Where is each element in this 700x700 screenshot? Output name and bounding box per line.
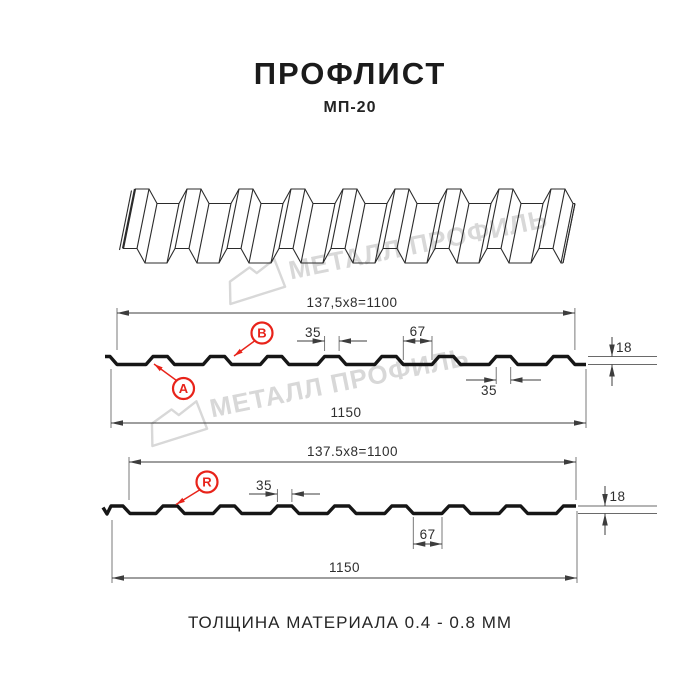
dim-label: 18 — [610, 489, 626, 504]
dim-label: 35 — [305, 325, 321, 340]
dim-label: 35 — [481, 383, 497, 398]
perspective-line — [278, 188, 292, 249]
perspective-line — [330, 188, 344, 249]
perspective-line — [135, 188, 575, 205]
perspective-line — [508, 203, 522, 264]
perspective-line — [478, 203, 492, 264]
dim-width-formula-bottom: 137.5x8=1100 — [128, 444, 577, 500]
perspective-line — [552, 188, 566, 249]
perspective-line — [226, 188, 240, 249]
profile-model-subtitle: МП-20 — [323, 99, 377, 116]
profile-outline-bottom — [101, 504, 576, 516]
dim-label: 137,5x8=1100 — [307, 295, 398, 310]
perspective-line — [404, 203, 418, 264]
perspective-line — [248, 203, 262, 264]
perspective-line — [538, 188, 552, 249]
perspective-line — [374, 203, 388, 264]
perspective-sheet-drawing — [118, 188, 576, 264]
callout-label: B — [257, 326, 266, 341]
dim-label: 67 — [410, 324, 426, 339]
metall-profil-logo-icon — [228, 258, 287, 306]
perspective-line — [240, 188, 254, 249]
cross-section-top: 137,5x8=1100 35 67 — [105, 295, 657, 428]
perspective-line — [382, 188, 396, 249]
perspective-line — [270, 203, 284, 264]
dim-label: 18 — [616, 340, 632, 355]
perspective-line — [123, 247, 563, 264]
perspective-line — [530, 203, 544, 264]
perspective-line — [188, 188, 202, 249]
dim-label: 1150 — [330, 405, 361, 420]
perspective-line — [434, 188, 448, 249]
callout-label: A — [179, 381, 189, 396]
dim-label: 67 — [420, 527, 436, 542]
callout-r: R — [175, 470, 219, 506]
dim-overall-width-top: 1150 — [110, 369, 587, 428]
perspective-line — [300, 203, 314, 264]
perspective-line — [456, 203, 470, 264]
page-title: ПРОФЛИСТ — [253, 56, 447, 91]
perspective-line — [218, 203, 232, 264]
perspective-line — [292, 188, 306, 249]
dim-rib-top-width-top: 35 — [297, 325, 367, 351]
perspective-line — [144, 203, 158, 264]
dim-rib-bottom-width-bottom: 67 — [412, 517, 443, 549]
perspective-line — [118, 190, 133, 251]
perspective-line — [560, 203, 574, 264]
dim-rib-bottom-width-top: 67 — [402, 324, 433, 360]
perspective-line — [486, 188, 500, 249]
dim-overall-width-bottom: 1150 — [111, 511, 578, 583]
dim-profile-height-bottom: 18 — [578, 486, 657, 535]
material-thickness-note: ТОЛЩИНА МАТЕРИАЛА 0.4 - 0.8 ММ — [187, 613, 513, 632]
callout-b: B — [233, 321, 274, 357]
callout-label: R — [202, 475, 212, 490]
perspective-line — [352, 203, 366, 264]
dim-rib-top-width-bottom: 35 — [249, 478, 320, 502]
perspective-line — [136, 188, 150, 249]
perspective-line — [121, 188, 137, 249]
callout-a: A — [153, 363, 196, 401]
dim-rib-top-width-lower-top: 35 — [466, 367, 541, 398]
perspective-line — [322, 203, 336, 264]
perspective-line — [500, 188, 514, 249]
perspective-line — [166, 203, 180, 264]
cross-section-bottom: 137.5x8=1100 35 67 — [101, 444, 657, 583]
dim-label: 1150 — [329, 560, 360, 575]
dim-label: 137.5x8=1100 — [307, 444, 398, 459]
profile-outline-top — [105, 354, 586, 367]
dim-width-formula-top: 137,5x8=1100 — [116, 295, 576, 350]
perspective-line — [344, 188, 358, 249]
perspective-line — [562, 203, 576, 264]
perspective-line — [174, 188, 188, 249]
dim-profile-height-top: 18 — [588, 337, 657, 386]
watermark-brand-text: МЕТАЛЛ ПРОФИЛЬ — [286, 203, 550, 285]
perspective-line — [448, 188, 462, 249]
perspective-line — [396, 188, 410, 249]
dim-label: 35 — [256, 478, 272, 493]
perspective-line — [426, 203, 440, 264]
perspective-line — [196, 203, 210, 264]
